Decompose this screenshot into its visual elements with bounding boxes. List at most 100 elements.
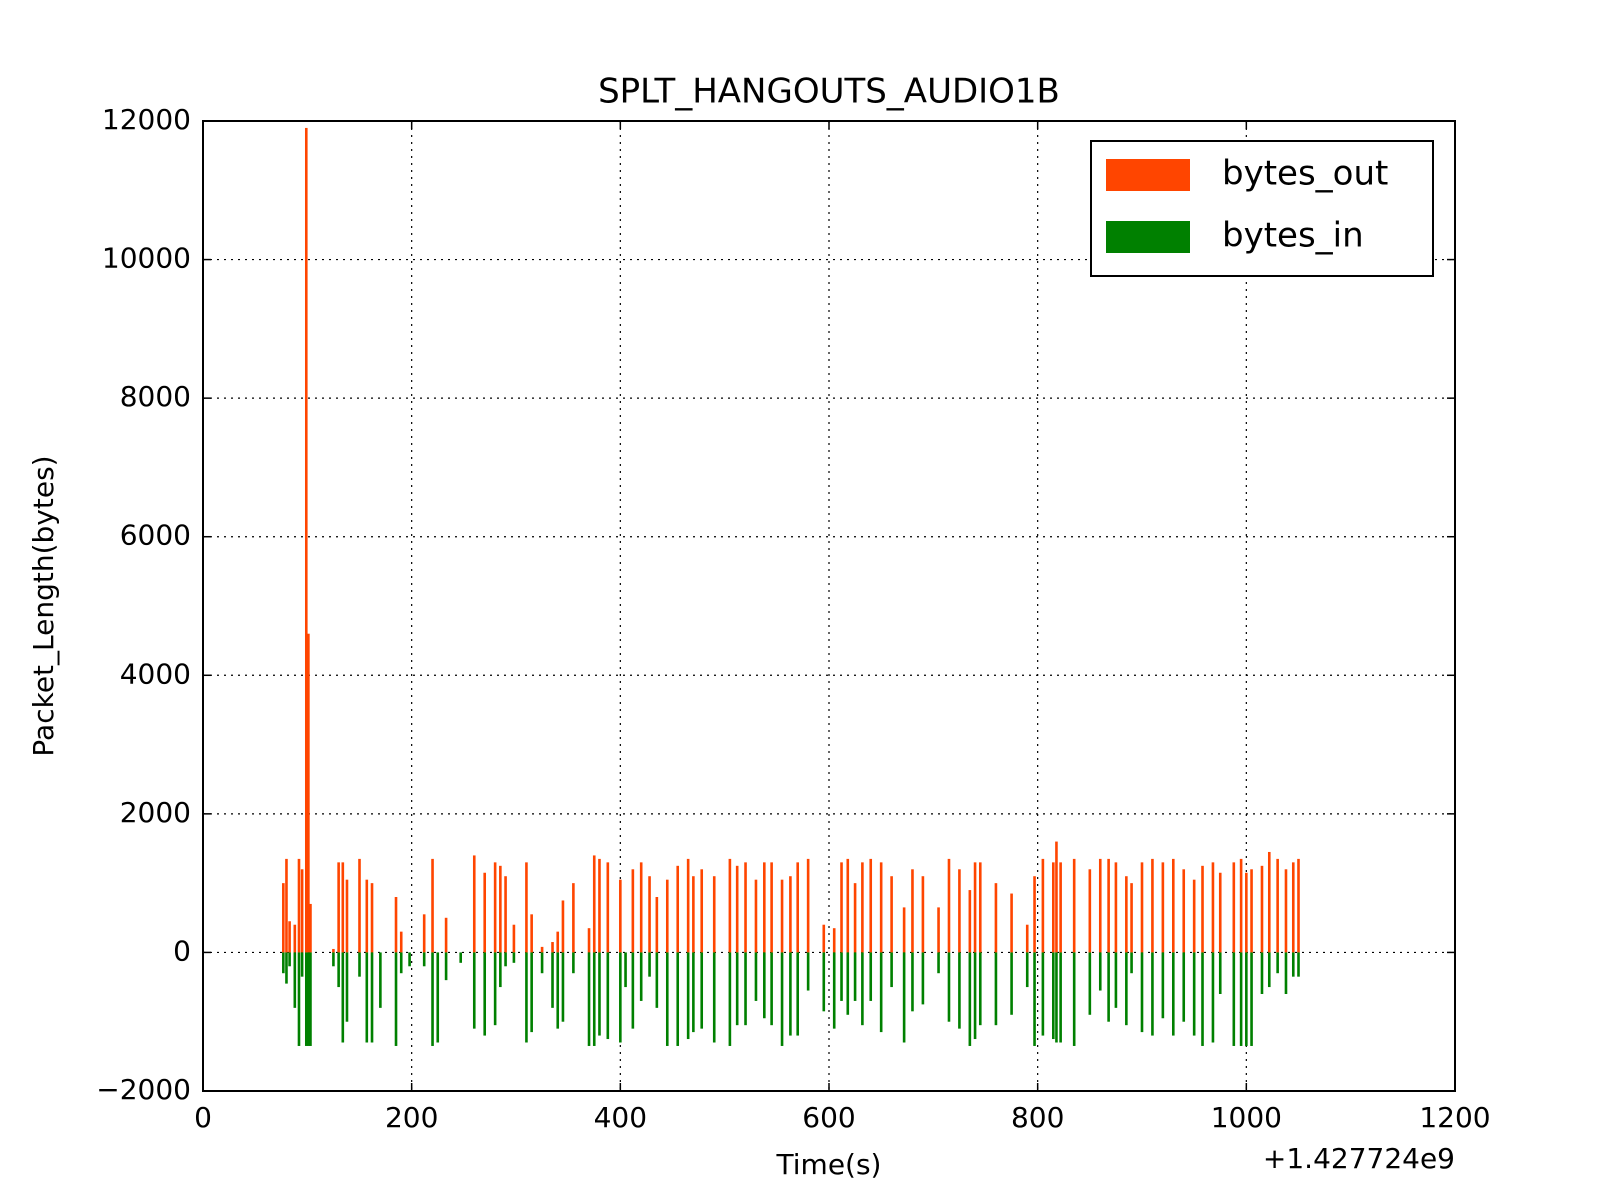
bar — [735, 952, 739, 1026]
bar — [648, 876, 651, 953]
bar — [512, 924, 516, 953]
bar — [1072, 858, 1076, 953]
bar — [973, 952, 977, 1040]
bar — [676, 952, 680, 1046]
bar — [958, 869, 961, 953]
bar — [1072, 952, 1076, 1046]
bar — [780, 952, 784, 1046]
bar — [789, 876, 792, 953]
bar — [1033, 876, 1036, 953]
x-tick-label: 1200 — [1419, 1101, 1490, 1134]
bar — [341, 862, 345, 953]
bar — [358, 952, 361, 977]
bar — [606, 952, 610, 1040]
bar — [592, 855, 596, 953]
bar — [337, 862, 340, 953]
bar — [598, 858, 601, 953]
bar — [1245, 952, 1248, 1046]
bar — [282, 952, 285, 974]
y-tick-label: 6000 — [120, 519, 191, 552]
bar — [483, 872, 487, 953]
x-offset-label: +1.427724e9 — [1263, 1142, 1455, 1175]
bar — [1211, 862, 1215, 953]
bar — [300, 952, 304, 977]
bar — [911, 952, 914, 1012]
bar — [422, 952, 426, 967]
bar — [1140, 952, 1144, 1033]
bar — [1260, 865, 1264, 953]
bar — [1291, 952, 1295, 977]
bar — [822, 924, 826, 953]
bar — [345, 952, 349, 1022]
bar — [744, 952, 747, 1026]
bar — [297, 952, 301, 1046]
bar — [994, 952, 998, 1026]
bar — [861, 952, 864, 1026]
bar — [840, 952, 843, 1001]
bar — [902, 952, 906, 1043]
x-tick-label: 0 — [194, 1101, 212, 1134]
bar — [902, 907, 906, 953]
bar — [840, 862, 843, 953]
bar — [911, 869, 914, 953]
y-tick-label: −2000 — [96, 1073, 191, 1106]
bar — [379, 952, 382, 1008]
bar — [846, 952, 850, 1015]
bar — [968, 952, 972, 1046]
bar — [1284, 952, 1288, 994]
bar — [1211, 952, 1215, 1043]
bar — [1201, 952, 1204, 1046]
bar — [1239, 952, 1243, 1046]
bar — [869, 858, 873, 953]
bar — [444, 917, 448, 953]
bar — [619, 952, 622, 1043]
bar — [1041, 952, 1045, 1036]
bar — [504, 952, 507, 967]
bar — [1151, 858, 1154, 953]
bar — [1250, 869, 1253, 953]
bar — [712, 952, 716, 1043]
x-tick-label: 800 — [1011, 1101, 1064, 1134]
bar — [1033, 952, 1036, 1046]
bar — [1098, 858, 1102, 953]
y-tick-label: 10000 — [102, 242, 191, 275]
bar — [937, 952, 940, 974]
bar — [789, 952, 792, 1036]
bar — [1055, 841, 1058, 953]
bar — [572, 952, 575, 974]
bar — [572, 883, 575, 953]
bar — [365, 879, 369, 953]
bar — [459, 952, 463, 963]
bar — [399, 952, 403, 974]
bar — [1052, 862, 1055, 953]
bar — [512, 952, 516, 963]
bar — [587, 928, 591, 953]
bar — [370, 952, 374, 1043]
bar — [1250, 952, 1253, 1046]
y-tick-label: 4000 — [120, 657, 191, 690]
bar — [1140, 862, 1144, 953]
bar — [763, 952, 766, 1019]
bar — [676, 865, 680, 953]
bar — [285, 952, 288, 984]
bar — [1192, 879, 1196, 953]
bar — [345, 879, 349, 953]
bar — [309, 903, 312, 953]
y-tick-label: 2000 — [120, 796, 191, 829]
legend-swatch — [1106, 221, 1190, 253]
bar — [551, 952, 554, 1008]
legend-label: bytes_out — [1222, 154, 1388, 194]
bar — [1232, 952, 1236, 1046]
bar — [655, 952, 659, 1008]
bar — [853, 952, 857, 1001]
bar — [1284, 869, 1288, 953]
legend-swatch — [1106, 159, 1190, 191]
bar — [978, 952, 982, 1026]
legend-label: bytes_in — [1222, 216, 1364, 256]
bar — [399, 931, 403, 953]
bar — [754, 879, 758, 953]
bar — [472, 855, 476, 953]
bar — [309, 952, 312, 1046]
bar — [606, 862, 610, 953]
